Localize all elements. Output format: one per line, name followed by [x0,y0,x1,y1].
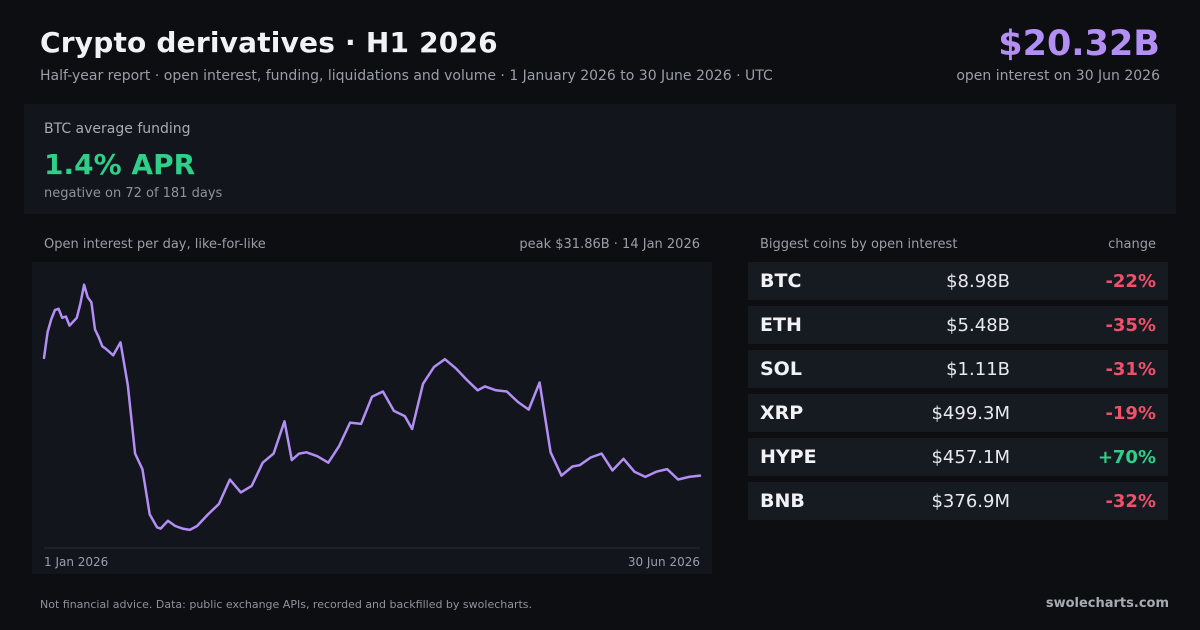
coins-list: BTC $8.98B -22% ETH $5.48B -35% SOL $1.1… [748,262,1168,526]
coin-change: -22% [1105,271,1156,292]
coin-symbol: BNB [760,490,805,512]
coin-change: -31% [1105,359,1156,380]
open-interest-chart-svg [42,283,702,549]
headline-open-interest-label: open interest on 30 Jun 2026 [956,68,1160,84]
page-subtitle: Half-year report · open interest, fundin… [40,68,773,84]
chart-peak-label: peak $31.86B · 14 Jan 2026 [519,237,700,252]
headline-open-interest-value: $20.32B [998,24,1160,64]
chart-heading: Open interest per day, like-for-like [44,237,266,252]
coin-row-btc: BTC $8.98B -22% [748,262,1168,300]
coin-symbol: HYPE [760,446,817,468]
coin-symbol: XRP [760,402,804,424]
funding-note: negative on 72 of 181 days [44,186,223,201]
footer-brand-link[interactable]: swolecharts.com [1045,596,1169,611]
coin-open-interest: $8.98B [946,271,1010,292]
coin-open-interest: $499.3M [931,403,1010,424]
coin-change: -19% [1105,403,1156,424]
coin-open-interest: $457.1M [931,447,1010,468]
coins-change-heading: change [1108,237,1156,252]
coin-open-interest: $1.11B [946,359,1010,380]
coin-row-eth: ETH $5.48B -35% [748,306,1168,344]
coin-change: -32% [1105,491,1156,512]
coin-row-sol: SOL $1.11B -31% [748,350,1168,388]
coin-symbol: ETH [760,314,802,336]
page-title: Crypto derivatives · H1 2026 [40,26,498,59]
funding-value: 1.4% APR [44,148,196,181]
coins-heading: Biggest coins by open interest [760,237,958,252]
coin-row-bnb: BNB $376.9M -32% [748,482,1168,520]
coin-row-hype: HYPE $457.1M +70% [748,438,1168,476]
coin-change: -35% [1105,315,1156,336]
funding-panel: BTC average funding 1.4% APR negative on… [24,104,1176,214]
coin-open-interest: $5.48B [946,315,1010,336]
funding-label: BTC average funding [44,121,191,137]
x-axis-end-label: 30 Jun 2026 [627,555,700,569]
open-interest-series-line [42,283,702,532]
x-axis-start-label: 1 Jan 2026 [44,555,109,569]
coin-symbol: BTC [760,270,802,292]
open-interest-chart: 1 Jan 2026 30 Jun 2026 [32,262,712,574]
coin-row-xrp: XRP $499.3M -19% [748,394,1168,432]
coin-open-interest: $376.9M [931,491,1010,512]
coin-change: +70% [1097,447,1156,468]
coin-symbol: SOL [760,358,802,380]
footer-disclaimer: Not financial advice. Data: public excha… [40,598,533,611]
